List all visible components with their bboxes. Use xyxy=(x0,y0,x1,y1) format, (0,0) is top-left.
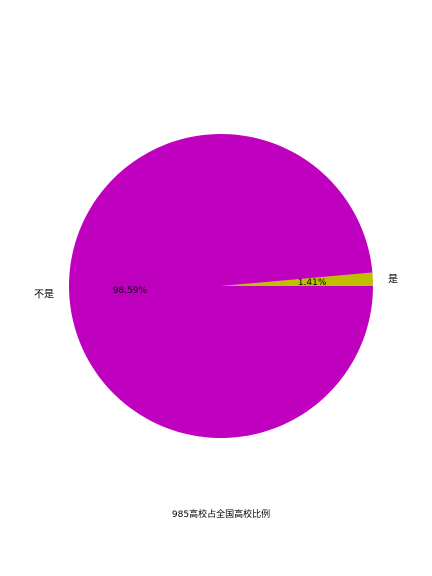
slice-pct-label-0: 1.41% xyxy=(298,278,327,288)
slice-label-0: 是 xyxy=(388,274,398,286)
pie-slice-1 xyxy=(68,133,373,438)
pie-slices xyxy=(68,133,373,438)
pie-labels: 是 1.41% 不是 98.59% xyxy=(34,274,398,301)
slice-pct-label-1: 98.59% xyxy=(113,286,148,296)
slice-label-1: 不是 xyxy=(34,288,54,300)
pie-slice-0 xyxy=(221,272,373,286)
chart-caption: 985高校占全国高校比例 xyxy=(172,508,270,520)
